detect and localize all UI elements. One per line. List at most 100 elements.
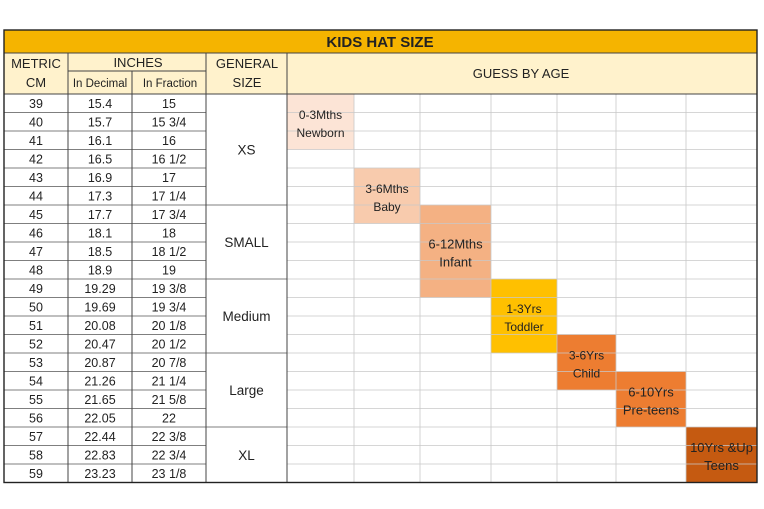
cell-inch-fraction: 22 3/4 bbox=[152, 448, 187, 462]
cell-inch-fraction: 22 3/8 bbox=[152, 430, 187, 444]
cell-metric-cm: 44 bbox=[29, 189, 43, 203]
cell-metric-cm: 42 bbox=[29, 152, 43, 166]
header-in-fraction: In Fraction bbox=[143, 78, 197, 90]
cell-metric-cm: 48 bbox=[29, 263, 43, 277]
cell-inch-decimal: 20.87 bbox=[84, 356, 115, 370]
cell-inch-fraction: 15 3/4 bbox=[152, 115, 187, 129]
age-group-name: Toddler bbox=[504, 320, 543, 334]
header-in-decimal: In Decimal bbox=[73, 78, 127, 90]
cell-inch-decimal: 22.05 bbox=[84, 411, 115, 425]
cell-inch-fraction: 19 3/4 bbox=[152, 300, 187, 314]
cell-inch-decimal: 22.83 bbox=[84, 448, 115, 462]
cell-metric-cm: 59 bbox=[29, 467, 43, 481]
general-size-label: Large bbox=[229, 383, 264, 398]
header-metric-line1: METRIC bbox=[11, 56, 61, 71]
cell-inch-decimal: 18.1 bbox=[88, 226, 112, 240]
age-group-block bbox=[616, 371, 686, 427]
cell-metric-cm: 43 bbox=[29, 171, 43, 185]
cell-inch-fraction: 21 1/4 bbox=[152, 374, 187, 388]
cell-metric-cm: 39 bbox=[29, 97, 43, 111]
cell-inch-fraction: 21 5/8 bbox=[152, 393, 187, 407]
cell-inch-fraction: 17 3/4 bbox=[152, 208, 187, 222]
cell-inch-decimal: 17.3 bbox=[88, 189, 112, 203]
title-bar bbox=[4, 30, 757, 53]
age-group-name: Teens bbox=[704, 458, 739, 473]
cell-inch-fraction: 18 1/2 bbox=[152, 245, 187, 259]
cell-metric-cm: 45 bbox=[29, 208, 43, 222]
cell-inch-fraction: 23 1/8 bbox=[152, 467, 187, 481]
cell-metric-cm: 53 bbox=[29, 356, 43, 370]
cell-inch-fraction: 20 1/2 bbox=[152, 337, 187, 351]
cell-inch-fraction: 20 7/8 bbox=[152, 356, 187, 370]
cell-inch-fraction: 19 bbox=[162, 263, 176, 277]
header-guess-by-age: GUESS BY AGE bbox=[473, 66, 570, 81]
table-border bbox=[3, 29, 758, 484]
cell-metric-cm: 50 bbox=[29, 300, 43, 314]
cell-metric-cm: 58 bbox=[29, 448, 43, 462]
general-size-label: XL bbox=[238, 448, 255, 463]
age-group-range: 0-3Mths bbox=[299, 108, 342, 122]
cell-inch-fraction: 17 bbox=[162, 171, 176, 185]
cell-metric-cm: 47 bbox=[29, 245, 43, 259]
cell-inch-decimal: 23.23 bbox=[84, 467, 115, 481]
cell-inch-decimal: 16.9 bbox=[88, 171, 112, 185]
age-group-block bbox=[686, 427, 757, 483]
cell-inch-fraction: 18 bbox=[162, 226, 176, 240]
cell-metric-cm: 55 bbox=[29, 393, 43, 407]
cell-metric-cm: 56 bbox=[29, 411, 43, 425]
cell-inch-fraction: 22 bbox=[162, 411, 176, 425]
age-group-range: 6-12Mths bbox=[428, 236, 483, 251]
cell-inch-decimal: 19.69 bbox=[84, 300, 115, 314]
age-group-name: Infant bbox=[439, 254, 472, 269]
cell-metric-cm: 41 bbox=[29, 134, 43, 148]
age-group-block bbox=[287, 94, 354, 150]
cell-inch-decimal: 18.5 bbox=[88, 245, 112, 259]
cell-inch-decimal: 20.08 bbox=[84, 319, 115, 333]
age-group-range: 3-6Yrs bbox=[569, 348, 604, 362]
cell-inch-fraction: 17 1/4 bbox=[152, 189, 187, 203]
cell-inch-fraction: 19 3/8 bbox=[152, 282, 187, 296]
age-group-block bbox=[557, 334, 616, 390]
age-group-name: Newborn bbox=[296, 126, 344, 140]
cell-inch-decimal: 17.7 bbox=[88, 208, 112, 222]
cell-inch-fraction: 16 1/2 bbox=[152, 152, 187, 166]
cell-metric-cm: 57 bbox=[29, 430, 43, 444]
age-group-range: 1-3Yrs bbox=[506, 302, 541, 316]
cell-inch-decimal: 16.1 bbox=[88, 134, 112, 148]
cell-metric-cm: 51 bbox=[29, 319, 43, 333]
cell-inch-decimal: 19.29 bbox=[84, 282, 115, 296]
age-group-range: 3-6Mths bbox=[365, 182, 408, 196]
general-size-label: SMALL bbox=[224, 235, 269, 250]
cell-inch-fraction: 15 bbox=[162, 97, 176, 111]
age-group-name: Child bbox=[573, 366, 600, 380]
age-group-range: 6-10Yrs bbox=[628, 384, 674, 399]
cell-metric-cm: 49 bbox=[29, 282, 43, 296]
age-group-block bbox=[420, 205, 491, 298]
cell-inch-decimal: 22.44 bbox=[84, 430, 115, 444]
age-group-name: Baby bbox=[373, 200, 400, 214]
table-title: KIDS HAT SIZE bbox=[326, 34, 433, 51]
cell-inch-decimal: 21.26 bbox=[84, 374, 115, 388]
cell-metric-cm: 40 bbox=[29, 115, 43, 129]
cell-inch-decimal: 21.65 bbox=[84, 393, 115, 407]
cell-inch-decimal: 18.9 bbox=[88, 263, 112, 277]
header-background bbox=[4, 53, 757, 94]
age-group-name: Pre-teens bbox=[623, 402, 680, 417]
cell-inch-fraction: 20 1/8 bbox=[152, 319, 187, 333]
header-general-line2: SIZE bbox=[233, 75, 262, 90]
cell-metric-cm: 54 bbox=[29, 374, 43, 388]
cell-metric-cm: 46 bbox=[29, 226, 43, 240]
age-group-block bbox=[354, 168, 420, 224]
header-inches: INCHES bbox=[113, 55, 162, 70]
cell-inch-decimal: 15.4 bbox=[88, 97, 112, 111]
cell-inch-fraction: 16 bbox=[162, 134, 176, 148]
general-size-label: XS bbox=[237, 143, 255, 158]
header-metric-line2: CM bbox=[26, 75, 46, 90]
cell-inch-decimal: 15.7 bbox=[88, 115, 112, 129]
cell-metric-cm: 52 bbox=[29, 337, 43, 351]
general-size-label: Medium bbox=[222, 309, 270, 324]
cell-inch-decimal: 16.5 bbox=[88, 152, 112, 166]
cell-inch-decimal: 20.47 bbox=[84, 337, 115, 351]
header-general-line1: GENERAL bbox=[216, 56, 278, 71]
